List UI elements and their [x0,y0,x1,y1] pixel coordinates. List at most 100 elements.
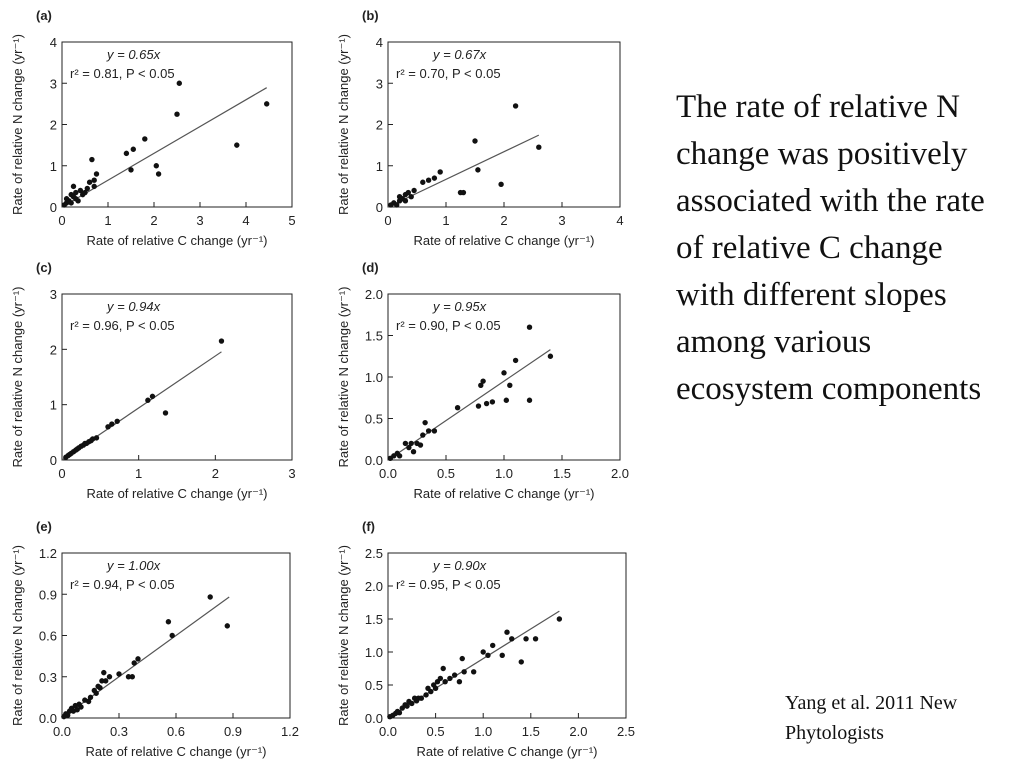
data-point [207,594,213,600]
data-point [498,181,504,188]
data-point [504,629,510,635]
x-tick-label: 0.0 [379,466,397,481]
data-point [532,636,539,642]
data-point [425,428,432,434]
data-point [97,685,103,691]
data-point [431,175,438,181]
stats-label: r² = 0.90, P < 0.05 [396,318,501,333]
data-point [165,619,172,625]
y-tick-label: 1 [50,398,57,413]
y-axis-label: Rate of relative N change (yr⁻¹) [10,545,25,726]
data-point [490,642,496,649]
data-point [129,674,135,680]
y-tick-label: 0.0 [365,453,383,468]
data-point [472,138,478,144]
data-point [394,202,400,208]
panel-4: (d) 0.0 0.5 1.0 1.5 2.0 0.0 0.5 1.0 1.5 2.0 Rate of… [336,260,629,501]
y-tick-label: 2.5 [365,546,383,561]
data-point [125,674,132,680]
data-point [431,428,438,434]
data-point [425,177,432,183]
data-point [75,198,81,204]
x-axis-label: Rate of relative C change (yr⁻¹) [87,486,268,501]
y-tick-label: 1.0 [365,370,383,385]
figure-panels: (a) 0 1 2 3 4 5 0 1 2 3 4 Rate of relative C change … [10,8,635,759]
data-point [526,324,533,330]
y-tick-label: 0.0 [365,711,383,726]
equation-label: y = 0.65x [106,47,161,62]
data-point [396,710,403,716]
x-tick-label: 0.5 [427,724,445,739]
data-point [428,688,434,695]
data-point [485,652,491,658]
data-point [437,169,443,175]
x-tick-label: 0.5 [437,466,455,481]
data-point [87,694,94,701]
data-point [234,142,240,148]
x-axis-label: Rate of relative C change (yr⁻¹) [414,486,595,501]
data-point [442,679,448,685]
data-point [99,678,105,684]
data-point [404,703,410,709]
data-point [142,136,148,142]
panel-label: (d) [362,260,379,275]
data-point [526,397,533,403]
description-text: The rate of relative N change was positi… [676,89,985,407]
data-point [410,449,417,455]
data-point [402,440,409,447]
data-point [460,189,467,196]
data-point [423,692,429,698]
y-tick-label: 0 [50,453,57,468]
panel-5: (e) 0.0 0.3 0.6 0.9 1.2 0.0 0.3 0.6 0.9 1.2 Rate of… [10,519,299,759]
x-tick-label: 0.9 [224,724,242,739]
y-tick-label: 2 [376,118,383,133]
data-point [447,675,453,682]
y-axis-label: Rate of relative N change (yr⁻¹) [336,545,351,726]
x-tick-label: 2.0 [569,724,587,739]
equation-label: y = 0.90x [432,558,487,573]
equation-label: y = 0.94x [106,299,161,314]
panel-label: (f) [362,519,375,534]
x-tick-label: 1.5 [553,466,571,481]
data-point [91,183,97,190]
data-point [68,200,74,206]
y-tick-label: 4 [376,35,383,50]
data-point [86,179,93,185]
x-tick-label: 0 [58,466,65,481]
stats-label: r² = 0.70, P < 0.05 [396,66,501,81]
panel-6: (f) 0.0 0.5 1.0 1.5 2.0 2.5 0.0 0.5 1.0 1.5 2.0 2.5 R… [336,519,635,759]
data-point [82,189,88,196]
data-point [93,690,99,696]
data-point [103,678,109,684]
data-point [396,453,403,459]
y-tick-label: 3 [376,76,383,91]
data-point [509,636,515,642]
data-point [536,144,542,150]
x-tick-label: 0.0 [379,724,397,739]
data-point [109,421,115,427]
data-point [523,636,529,642]
y-tick-label: 0 [50,200,57,215]
data-point [417,442,424,448]
y-axis-label: Rate of relative N change (yr⁻¹) [336,287,351,468]
data-point [73,189,79,196]
data-point [408,193,414,200]
x-tick-label: 1.2 [281,724,299,739]
data-point [459,655,465,662]
y-tick-label: 1.5 [365,329,383,344]
equation-label: y = 1.00x [106,558,161,573]
y-tick-label: 1.2 [39,546,57,561]
y-tick-label: 0.6 [39,629,57,644]
data-point [512,103,519,109]
equation-label: y = 0.95x [432,299,487,314]
x-tick-label: 5 [288,213,295,228]
y-tick-label: 0.5 [365,678,383,693]
y-tick-label: 2.0 [365,287,383,302]
y-tick-label: 0.5 [365,412,383,427]
stats-label: r² = 0.95, P < 0.05 [396,577,501,592]
data-point [409,700,415,707]
data-point [106,674,113,680]
data-point [155,171,162,177]
data-point [78,704,84,710]
y-tick-label: 0.9 [39,587,57,602]
